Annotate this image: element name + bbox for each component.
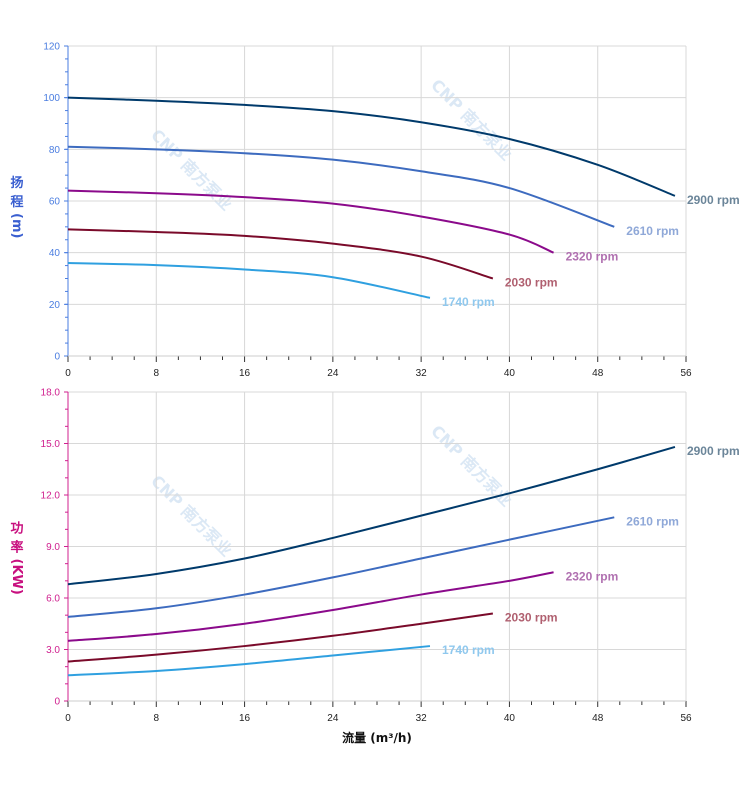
y-axis-unit: (m) (9, 213, 24, 238)
y-tick-label: 120 (43, 42, 60, 53)
y-tick-label: 12.0 (41, 491, 61, 502)
x-tick-label: 16 (239, 368, 251, 379)
series-label: 2320 rpm (566, 250, 619, 264)
x-tick-label: 0 (65, 713, 71, 724)
series-line-2030-rpm (67, 228, 494, 280)
series-label: 2030 rpm (505, 276, 558, 290)
series-label: 1740 rpm (442, 643, 495, 657)
series-label: 2320 rpm (566, 569, 619, 583)
x-tick-label: 24 (327, 713, 339, 724)
series-line-2030-rpm (67, 612, 494, 663)
y-tick-label: 6.0 (46, 594, 60, 605)
series-line-1740-rpm (67, 645, 431, 677)
series-line-2900-rpm (67, 445, 676, 586)
x-tick-label: 16 (239, 713, 251, 724)
y-tick-label: 20 (49, 300, 61, 311)
x-tick-label: 8 (154, 368, 160, 379)
y-axis-label: 功 (10, 522, 23, 537)
y-tick-label: 60 (49, 197, 61, 208)
x-tick-label: 32 (416, 713, 428, 724)
series-line-2610-rpm (67, 145, 615, 228)
series-label: 2610 rpm (626, 514, 679, 528)
x-tick-label: 48 (592, 368, 604, 379)
y-tick-label: 18.0 (41, 388, 61, 399)
series-label: 2030 rpm (505, 610, 558, 624)
y-tick-label: 9.0 (46, 542, 60, 553)
x-tick-label: 40 (504, 713, 516, 724)
series-label: 1740 rpm (442, 295, 495, 309)
y-tick-label: 40 (49, 248, 61, 259)
series-label: 2610 rpm (626, 224, 679, 238)
x-tick-label: 24 (327, 368, 339, 379)
x-tick-label: 32 (416, 368, 428, 379)
y-axis-label: 率 (10, 540, 23, 556)
series-line-2320-rpm (67, 571, 554, 642)
y-tick-label: 0 (54, 352, 60, 363)
series-line-2320-rpm (67, 189, 554, 254)
watermark-logo: CNP 南方泵业 (427, 75, 516, 164)
y-tick-label: 15.0 (41, 439, 61, 450)
y-axis-label: 扬 (10, 175, 23, 191)
series-label: 2900 rpm (687, 193, 740, 207)
y-axis-label: 程 (10, 195, 23, 210)
x-tick-label: 48 (592, 713, 604, 724)
x-tick-label: 8 (154, 713, 160, 724)
x-axis-label: 流量 (m³/h) (342, 730, 412, 745)
x-tick-label: 56 (680, 713, 692, 724)
watermark-logo: CNP 南方泵业 (427, 421, 516, 510)
x-tick-label: 56 (680, 368, 692, 379)
y-tick-label: 3.0 (46, 645, 60, 656)
x-tick-label: 0 (65, 368, 71, 379)
x-tick-label: 40 (504, 368, 516, 379)
series-line-1740-rpm (67, 262, 431, 299)
y-tick-label: 100 (43, 93, 60, 104)
y-axis-unit: (KW) (9, 559, 24, 595)
y-tick-label: 0 (54, 697, 60, 708)
y-tick-label: 80 (49, 145, 61, 156)
series-line-2900-rpm (67, 96, 676, 197)
series-label: 2900 rpm (687, 444, 740, 458)
series-line-2610-rpm (67, 516, 615, 618)
